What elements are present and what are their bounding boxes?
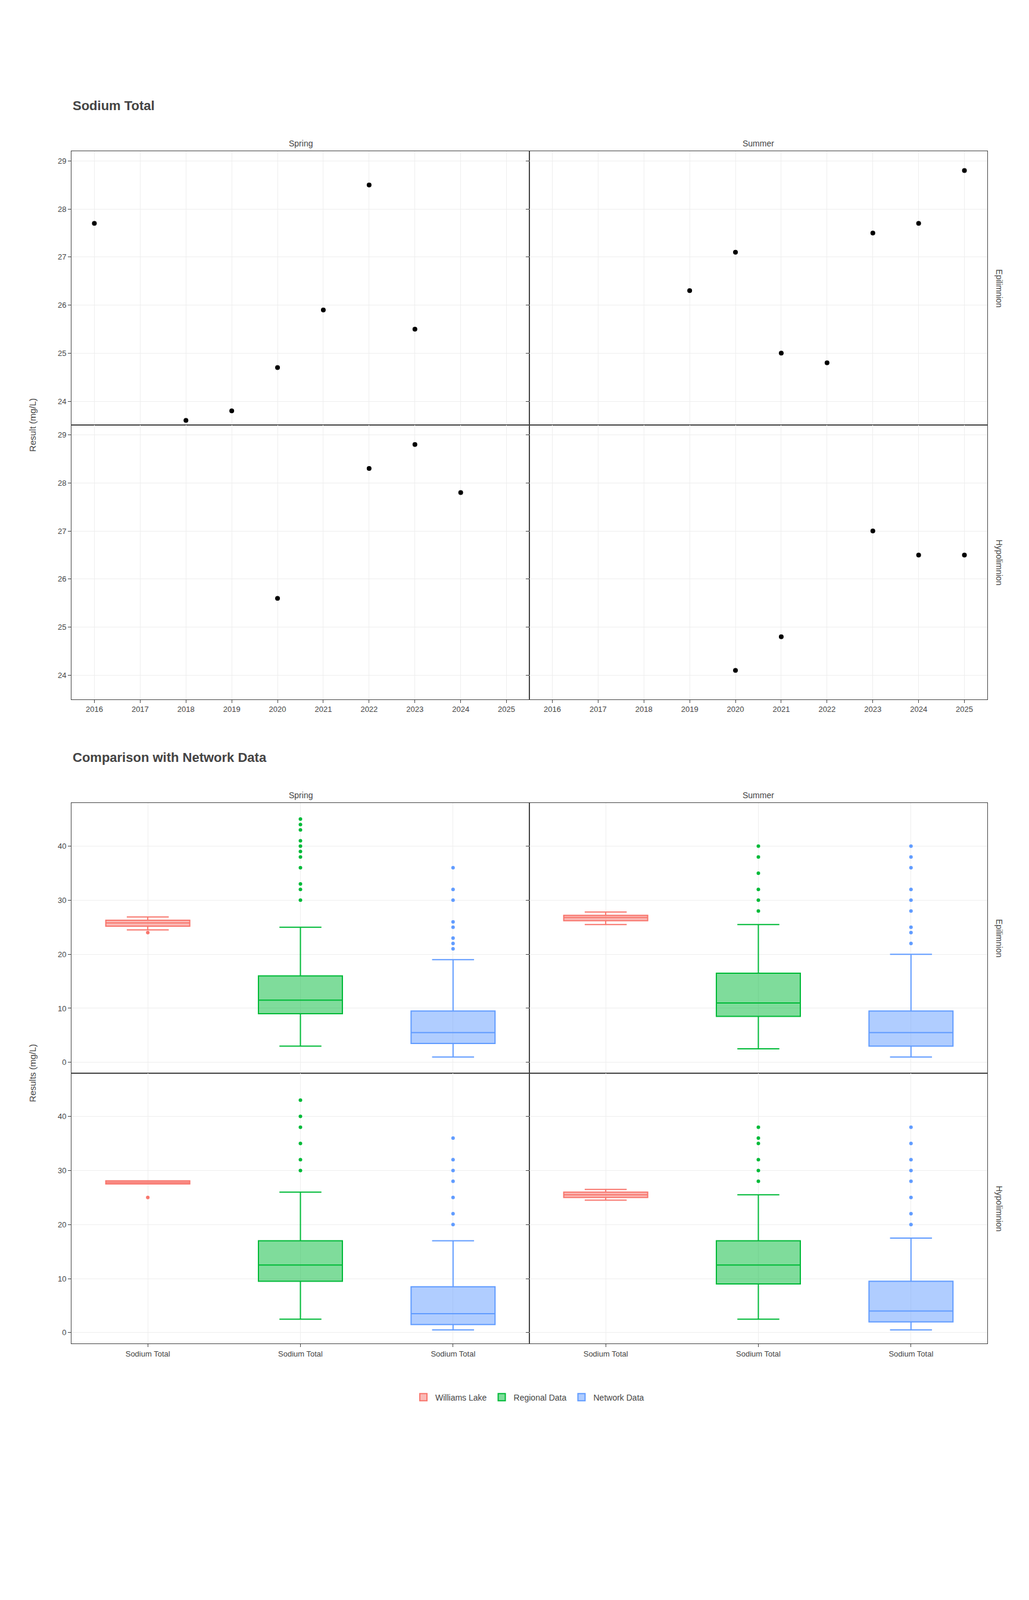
- svg-text:Sodium Total: Sodium Total: [430, 1349, 476, 1359]
- svg-text:0: 0: [61, 1058, 67, 1068]
- svg-text:2016: 2016: [543, 705, 561, 714]
- svg-text:Sodium Total: Sodium Total: [72, 98, 155, 114]
- svg-text:2024: 2024: [451, 705, 470, 714]
- svg-text:26: 26: [57, 574, 67, 584]
- svg-text:25: 25: [57, 348, 67, 358]
- svg-text:2020: 2020: [727, 705, 745, 714]
- svg-text:2025: 2025: [497, 705, 516, 714]
- svg-text:2024: 2024: [909, 705, 928, 714]
- svg-text:26: 26: [57, 300, 67, 310]
- svg-text:28: 28: [57, 204, 67, 214]
- svg-text:2018: 2018: [177, 705, 195, 714]
- svg-text:Sodium Total: Sodium Total: [736, 1349, 781, 1359]
- svg-text:30: 30: [57, 1166, 67, 1176]
- svg-text:Spring: Spring: [288, 138, 313, 149]
- svg-text:2023: 2023: [406, 705, 424, 714]
- svg-text:2020: 2020: [269, 705, 287, 714]
- svg-text:Sodium Total: Sodium Total: [583, 1349, 629, 1359]
- svg-text:27: 27: [57, 527, 67, 536]
- svg-text:2019: 2019: [681, 705, 699, 714]
- svg-text:24: 24: [57, 397, 67, 407]
- svg-text:24: 24: [57, 671, 67, 681]
- svg-text:Epilimnion: Epilimnion: [994, 269, 1004, 308]
- svg-text:Spring: Spring: [288, 790, 313, 801]
- svg-text:Sodium Total: Sodium Total: [888, 1349, 934, 1359]
- svg-text:Regional Data: Regional Data: [513, 1393, 567, 1403]
- svg-text:2023: 2023: [864, 705, 882, 714]
- svg-text:2019: 2019: [223, 705, 241, 714]
- svg-text:Hypolimnion: Hypolimnion: [994, 1186, 1004, 1233]
- svg-text:40: 40: [57, 842, 67, 851]
- svg-text:29: 29: [57, 430, 67, 440]
- svg-text:40: 40: [57, 1112, 67, 1122]
- svg-text:Hypolimnion: Hypolimnion: [994, 540, 1004, 586]
- svg-text:10: 10: [57, 1274, 67, 1284]
- svg-text:20: 20: [57, 1220, 67, 1230]
- svg-text:2021: 2021: [314, 705, 332, 714]
- svg-text:Comparison with Network Data: Comparison with Network Data: [72, 750, 267, 766]
- svg-text:2021: 2021: [772, 705, 790, 714]
- svg-text:Network Data: Network Data: [593, 1393, 645, 1403]
- svg-text:10: 10: [57, 1004, 67, 1014]
- svg-text:Sodium Total: Sodium Total: [125, 1349, 171, 1359]
- svg-text:2018: 2018: [635, 705, 653, 714]
- svg-text:Results (mg/L): Results (mg/L): [27, 1044, 38, 1103]
- svg-text:27: 27: [57, 252, 67, 262]
- svg-text:29: 29: [57, 156, 67, 166]
- svg-text:20: 20: [57, 950, 67, 960]
- svg-text:2017: 2017: [589, 705, 607, 714]
- svg-text:Sodium Total: Sodium Total: [278, 1349, 323, 1359]
- svg-text:28: 28: [57, 478, 67, 488]
- svg-text:2025: 2025: [955, 705, 974, 714]
- svg-text:Epilimnion: Epilimnion: [994, 919, 1004, 959]
- svg-text:Result (mg/L): Result (mg/L): [27, 398, 38, 452]
- svg-text:Summer: Summer: [742, 790, 775, 801]
- svg-text:2016: 2016: [85, 705, 104, 714]
- svg-text:2022: 2022: [360, 705, 378, 714]
- svg-text:0: 0: [61, 1328, 67, 1338]
- svg-text:2022: 2022: [818, 705, 836, 714]
- svg-text:25: 25: [57, 622, 67, 632]
- svg-text:30: 30: [57, 896, 67, 906]
- svg-text:Williams Lake: Williams Lake: [435, 1393, 488, 1403]
- svg-text:2017: 2017: [131, 705, 149, 714]
- svg-text:Summer: Summer: [742, 138, 775, 149]
